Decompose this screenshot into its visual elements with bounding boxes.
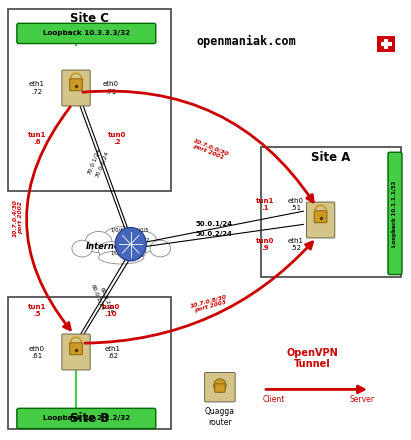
Ellipse shape bbox=[121, 242, 146, 260]
Text: Site B: Site B bbox=[70, 412, 109, 425]
Text: 1/0/5: 1/0/5 bbox=[135, 227, 149, 233]
FancyBboxPatch shape bbox=[314, 211, 327, 223]
Text: tun0
.9: tun0 .9 bbox=[256, 238, 274, 251]
FancyBboxPatch shape bbox=[8, 9, 171, 191]
FancyBboxPatch shape bbox=[8, 297, 171, 429]
Text: eth0
.61: eth0 .61 bbox=[29, 345, 45, 359]
Ellipse shape bbox=[99, 251, 144, 264]
Text: 60.0.2/24: 60.0.2/24 bbox=[99, 286, 114, 314]
Text: Client: Client bbox=[262, 395, 284, 404]
Ellipse shape bbox=[130, 231, 157, 253]
Text: 50.0.1/24: 50.0.1/24 bbox=[195, 221, 232, 227]
Text: 1/0/3: 1/0/3 bbox=[111, 250, 124, 256]
Text: Server: Server bbox=[349, 395, 374, 404]
Text: Loopback 10.3.3.3/32: Loopback 10.3.3.3/32 bbox=[43, 30, 130, 37]
FancyBboxPatch shape bbox=[17, 408, 156, 429]
Text: eth1
.62: eth1 .62 bbox=[105, 345, 121, 359]
Text: 1/0/2: 1/0/2 bbox=[136, 237, 150, 242]
Text: Quagga
router: Quagga router bbox=[205, 407, 235, 427]
Text: Loopback 10.2.2.2/32: Loopback 10.2.2.2/32 bbox=[43, 415, 130, 422]
Text: 10.7.0.4/30
port 2002: 10.7.0.4/30 port 2002 bbox=[12, 199, 23, 237]
Text: Site C: Site C bbox=[70, 12, 109, 25]
FancyBboxPatch shape bbox=[62, 70, 90, 106]
Text: tun0
.10: tun0 .10 bbox=[102, 304, 120, 317]
FancyBboxPatch shape bbox=[17, 23, 156, 44]
FancyBboxPatch shape bbox=[307, 202, 335, 238]
Circle shape bbox=[214, 379, 226, 392]
Text: tun1
.5: tun1 .5 bbox=[28, 304, 46, 317]
FancyBboxPatch shape bbox=[70, 79, 82, 91]
Text: 1/0/4: 1/0/4 bbox=[130, 253, 144, 258]
Text: eth1
.72: eth1 .72 bbox=[29, 81, 45, 95]
Ellipse shape bbox=[102, 227, 141, 253]
Text: 50.0.2/24: 50.0.2/24 bbox=[195, 231, 232, 237]
FancyBboxPatch shape bbox=[377, 36, 395, 52]
Text: OpenVPN
Tunnel: OpenVPN Tunnel bbox=[286, 348, 338, 370]
Text: eth1
.52: eth1 .52 bbox=[288, 238, 304, 251]
Ellipse shape bbox=[85, 231, 112, 253]
Text: Site A: Site A bbox=[311, 150, 351, 164]
Text: Loopback 10.1.1.1/32: Loopback 10.1.1.1/32 bbox=[393, 180, 397, 246]
Circle shape bbox=[115, 227, 146, 261]
Text: eth0
.71: eth0 .71 bbox=[103, 81, 119, 95]
Text: 10.7.0.8/30
port 2003: 10.7.0.8/30 port 2003 bbox=[190, 293, 229, 314]
Text: tun1
.6: tun1 .6 bbox=[28, 132, 46, 145]
Ellipse shape bbox=[72, 240, 92, 257]
Ellipse shape bbox=[150, 240, 171, 257]
FancyBboxPatch shape bbox=[388, 152, 402, 275]
Text: Internet: Internet bbox=[85, 242, 124, 251]
Text: tun0
.2: tun0 .2 bbox=[108, 132, 126, 145]
Text: 1/0/1: 1/0/1 bbox=[122, 234, 136, 239]
Text: eth0
.51: eth0 .51 bbox=[288, 198, 304, 211]
FancyBboxPatch shape bbox=[261, 147, 401, 277]
FancyBboxPatch shape bbox=[215, 384, 225, 392]
Text: 1/0/6: 1/0/6 bbox=[111, 227, 125, 233]
FancyBboxPatch shape bbox=[70, 343, 82, 355]
FancyBboxPatch shape bbox=[62, 334, 90, 370]
FancyBboxPatch shape bbox=[205, 373, 235, 402]
Text: openmaniak.com: openmaniak.com bbox=[197, 35, 296, 48]
Text: 70.0.1/24: 70.0.1/24 bbox=[86, 147, 101, 176]
Ellipse shape bbox=[99, 242, 123, 260]
Text: 10.7.0.0/30
port 2001: 10.7.0.0/30 port 2001 bbox=[190, 137, 229, 162]
Text: tun1
.1: tun1 .1 bbox=[256, 198, 274, 211]
Text: 60.0.1/24: 60.0.1/24 bbox=[90, 283, 105, 311]
Text: 70.0.2/24: 70.0.2/24 bbox=[94, 150, 110, 178]
